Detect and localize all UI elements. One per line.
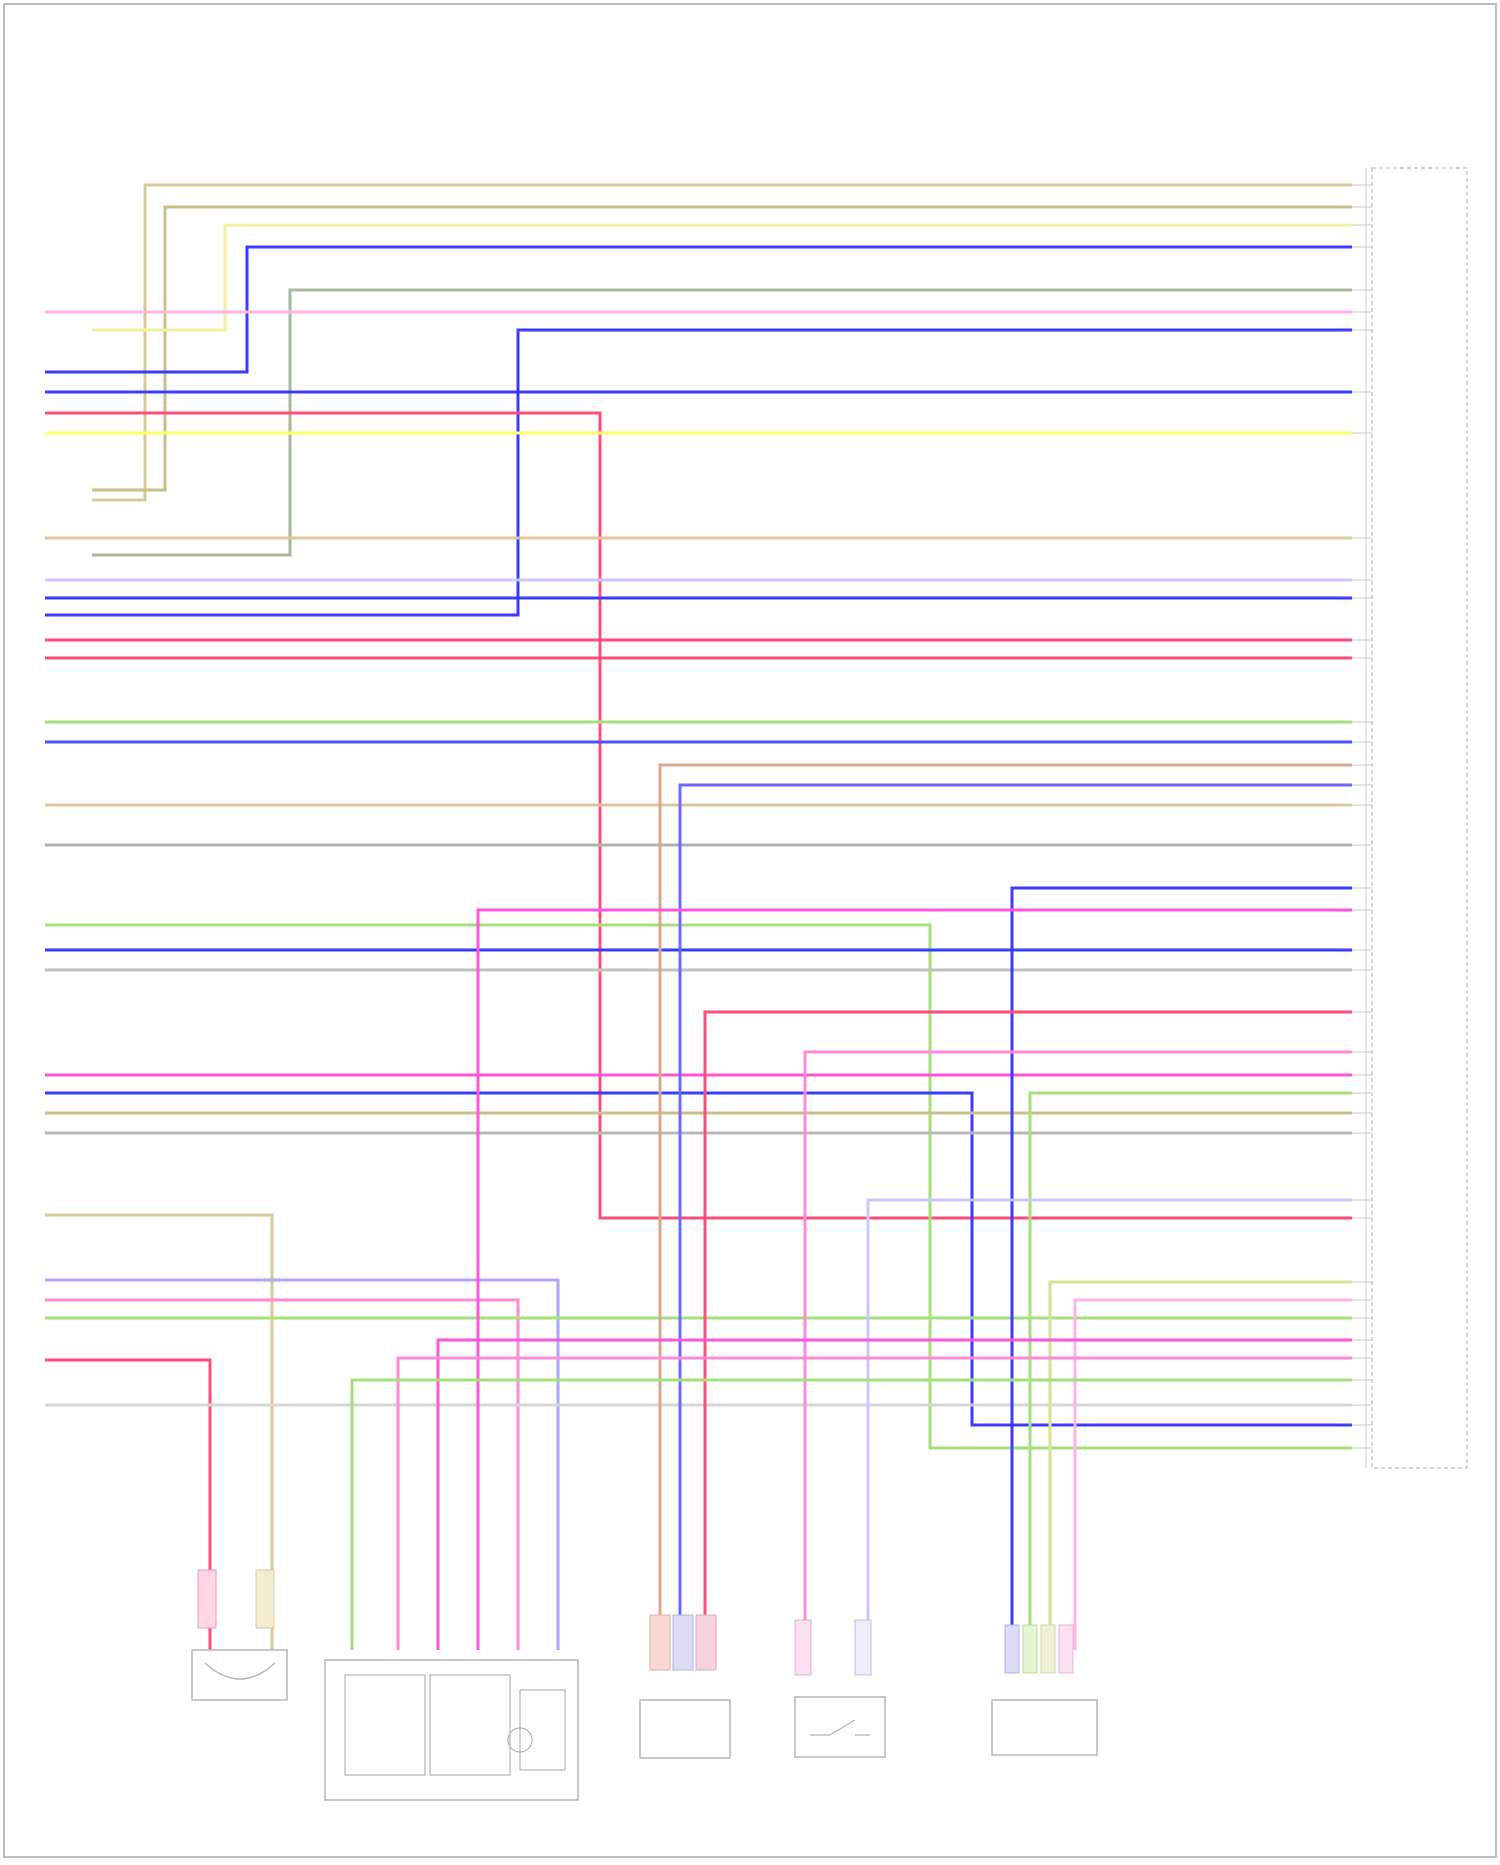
wire-pink-v10 <box>1073 1298 1352 1650</box>
wire-red-v5 <box>703 1010 1352 1650</box>
wire-red-9 <box>45 411 1352 1220</box>
vertical-wires <box>350 763 1352 1650</box>
wire-blue-v2 <box>678 783 1352 1650</box>
wire-blue-7 <box>45 328 1352 617</box>
wire-green-20 <box>45 923 1352 1450</box>
ecu-pins <box>1352 184 1372 1449</box>
wire-khaki-2 <box>92 205 1352 492</box>
throttle-component <box>324 1659 579 1801</box>
wire-yellow-3 <box>92 223 1352 332</box>
ecu-connector <box>1365 167 1468 1469</box>
wire-green-v7 <box>1028 1091 1352 1650</box>
sensor-c-component <box>991 1624 1098 1756</box>
wire-pink-v12 <box>396 1356 1352 1650</box>
wire-green-v13 <box>350 1378 1352 1650</box>
wire-pink-v6 <box>803 1050 1352 1650</box>
sensor-b-component <box>794 1619 886 1758</box>
wire-pink-29 <box>45 1298 520 1650</box>
wire-magenta-v11 <box>436 1338 1352 1650</box>
wire-blue-24 <box>45 1091 1352 1427</box>
wire-gray-green-5 <box>92 288 1352 557</box>
page-border <box>3 3 1497 1858</box>
wire-khaki-v9 <box>1048 1280 1352 1650</box>
wire-lavender-28 <box>45 1278 560 1650</box>
wire-tan-top <box>92 183 1352 502</box>
sensor-a-component <box>639 1614 731 1759</box>
motor-icon <box>507 1727 533 1753</box>
horizontal-wires <box>45 183 1352 1650</box>
wire-khaki-27 <box>45 1213 274 1650</box>
wire-red-31 <box>45 1358 212 1650</box>
wire-tan-v1 <box>658 763 1352 1650</box>
wire-blue-4 <box>45 245 1352 374</box>
fuel-valve-component <box>191 1569 288 1701</box>
wire-magenta-v4 <box>476 908 1352 1650</box>
wire-lavender-v8 <box>866 1198 1352 1650</box>
wire-blue-v3 <box>1010 886 1352 1650</box>
